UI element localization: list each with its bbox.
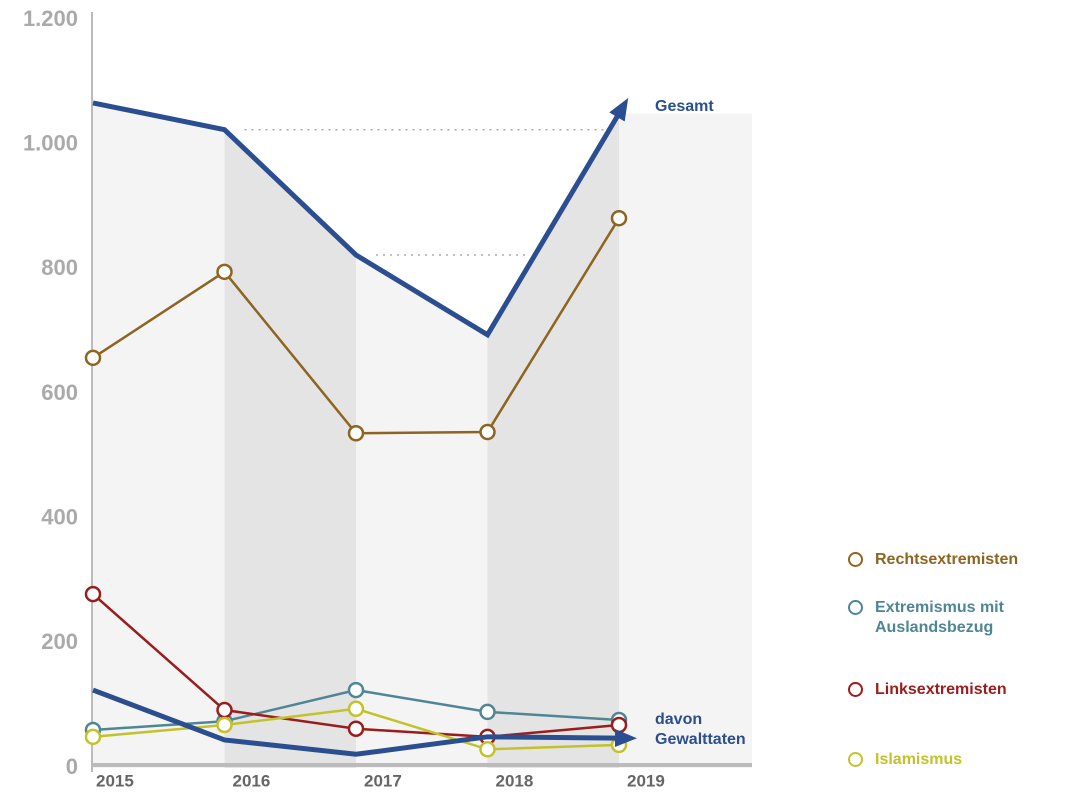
legend-item: Islamismus	[848, 750, 1063, 770]
point	[216, 263, 233, 281]
legend-item: Rechtsextremisten	[848, 550, 1063, 570]
band	[93, 102, 225, 769]
legend-label: Extremismus mit Auslandsbezug	[875, 599, 1004, 636]
band	[356, 254, 488, 768]
legend-marker	[848, 552, 863, 567]
point	[347, 700, 365, 718]
point	[216, 701, 233, 719]
y-tick-label: 200	[41, 629, 78, 654]
band	[487, 113, 619, 768]
point	[216, 716, 233, 734]
point	[84, 585, 102, 603]
point	[84, 349, 102, 367]
x-tick-label: 2017	[364, 771, 402, 790]
series-label: Gesamt	[655, 97, 714, 115]
point	[479, 423, 496, 441]
point	[610, 716, 628, 734]
point	[610, 209, 628, 227]
point	[479, 703, 496, 721]
x-tick-label: 2018	[496, 771, 534, 790]
y-tick-label: 800	[41, 255, 78, 280]
band	[619, 113, 752, 768]
y-tick-label: 400	[41, 504, 78, 529]
point	[347, 425, 365, 442]
point	[479, 741, 496, 758]
legend-marker	[848, 600, 863, 615]
y-tick-label: 1.200	[23, 6, 78, 31]
x-tick-label: 2016	[233, 771, 271, 790]
arrowhead	[609, 98, 629, 122]
x-tick-label: 2015	[96, 771, 134, 790]
legend-item: Extremismus mit Auslandsbezug	[848, 598, 1063, 638]
y-tick-label: 1.000	[23, 130, 78, 155]
legend-item: Linksextremisten	[848, 680, 1063, 700]
legend-label: Islamismus	[875, 751, 963, 768]
y-tick-label: 600	[41, 380, 78, 405]
band	[224, 129, 356, 768]
point	[84, 728, 102, 746]
series-line	[92, 100, 622, 339]
series-line	[92, 687, 620, 757]
legend-marker	[848, 682, 863, 697]
x-tick-label: 2019	[627, 771, 665, 790]
series-label: davon Gewalttaten	[655, 711, 746, 749]
y-tick-label: 0	[66, 754, 78, 779]
legend-marker	[848, 752, 863, 767]
legend-label: Linksextremisten	[875, 681, 1007, 698]
legend-label: Rechtsextremisten	[875, 551, 1019, 568]
arrowhead	[614, 729, 637, 748]
point	[347, 681, 365, 699]
point	[347, 720, 365, 737]
